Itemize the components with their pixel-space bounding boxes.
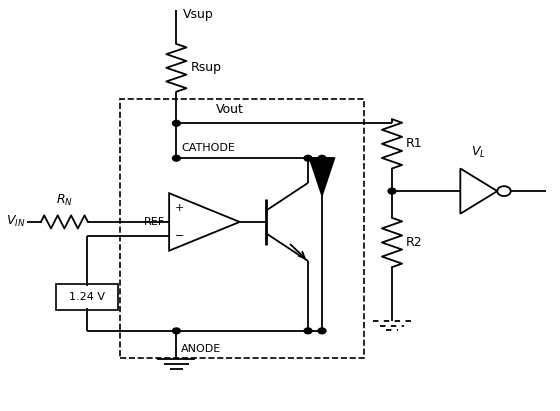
- Text: R2: R2: [406, 236, 423, 249]
- Text: Rsup: Rsup: [190, 61, 221, 74]
- Polygon shape: [310, 158, 334, 195]
- Circle shape: [172, 155, 180, 161]
- Circle shape: [318, 328, 326, 334]
- Text: ANODE: ANODE: [181, 344, 221, 354]
- Text: $R_N$: $R_N$: [56, 192, 73, 208]
- Text: 1.24 V: 1.24 V: [69, 292, 105, 302]
- Circle shape: [172, 328, 180, 334]
- Text: +: +: [175, 203, 184, 212]
- Text: Vout: Vout: [216, 103, 244, 116]
- Text: $V_{IN}$: $V_{IN}$: [6, 214, 25, 229]
- Circle shape: [388, 188, 396, 194]
- Text: $V_L$: $V_L$: [472, 145, 486, 160]
- Text: REF: REF: [143, 217, 165, 227]
- Text: CATHODE: CATHODE: [181, 143, 235, 153]
- Circle shape: [304, 155, 312, 161]
- Text: Vsup: Vsup: [183, 8, 214, 21]
- Circle shape: [304, 328, 312, 334]
- Circle shape: [318, 155, 326, 161]
- Circle shape: [172, 120, 180, 126]
- Text: R1: R1: [406, 137, 423, 150]
- Text: −: −: [175, 231, 184, 241]
